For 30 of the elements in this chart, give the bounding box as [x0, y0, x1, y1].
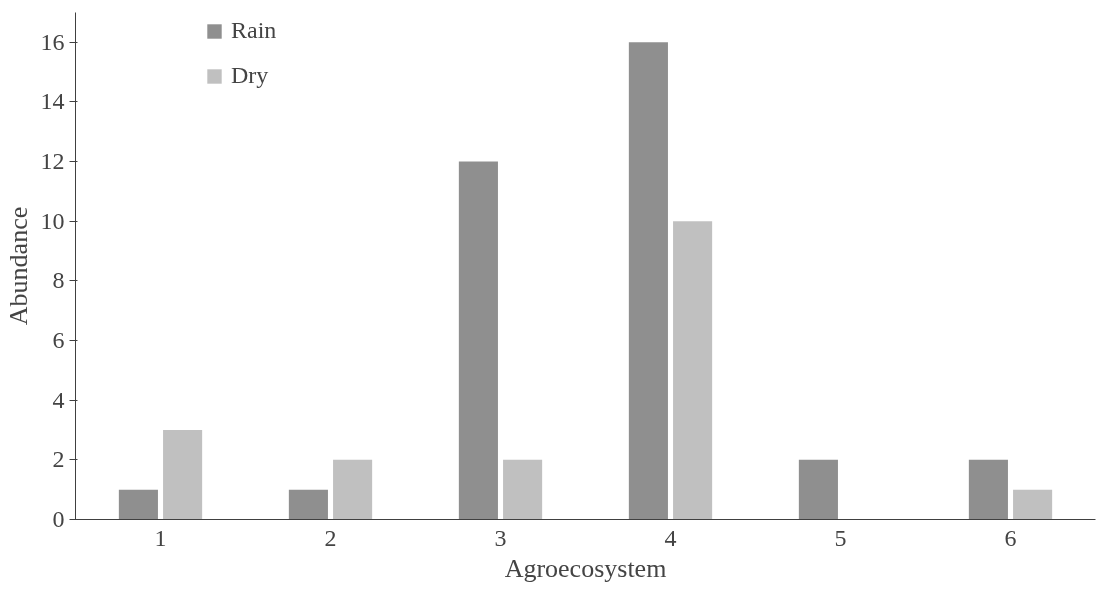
y-tick-label: 12 [40, 148, 65, 175]
x-tick-label: 2 [324, 524, 337, 551]
bar [673, 221, 713, 520]
y-tick-label: 2 [52, 446, 65, 473]
x-tick-label: 6 [1004, 524, 1017, 551]
y-tick-label: 8 [52, 267, 65, 294]
y-tick-label: 10 [40, 207, 65, 234]
bar [163, 430, 203, 520]
x-axis-title: Agroecosystem [504, 553, 667, 583]
y-tick-label: 16 [40, 28, 65, 55]
y-tick-label: 6 [52, 327, 65, 354]
bar [1013, 489, 1053, 520]
bar [458, 161, 498, 520]
bar [118, 489, 158, 520]
x-tick-label: 4 [664, 524, 677, 551]
bar [288, 489, 328, 520]
x-tick-label: 3 [494, 524, 507, 551]
legend-label: Rain [231, 17, 277, 44]
y-tick-label: 14 [40, 88, 65, 115]
y-tick-label: 0 [52, 506, 65, 532]
bar [503, 459, 543, 520]
y-tick-label: 4 [52, 386, 65, 413]
y-axis-title: Abundance [3, 206, 33, 326]
x-tick-label: 5 [834, 524, 847, 551]
bar [968, 459, 1008, 520]
x-tick-label: 1 [154, 524, 167, 551]
bar [628, 42, 668, 520]
legend-label: Dry [231, 62, 269, 89]
bar [333, 459, 373, 520]
bar [798, 459, 838, 520]
